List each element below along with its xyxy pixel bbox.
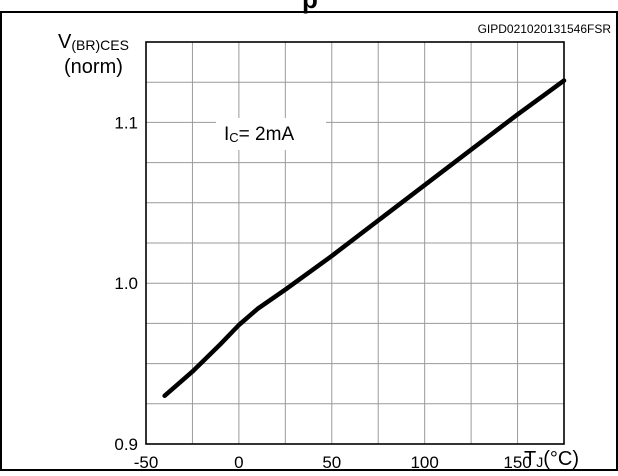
y-axis-label: V(BR)CES [58,31,129,53]
x-axis-label-unit: (°C) [543,448,579,470]
tick-labels: -50 0 50 100 150 0.9 1.0 1.1 [114,113,531,472]
series-line [162,78,567,399]
header-fragment: p [302,0,318,14]
series [162,78,567,399]
x-axis-label: TJ(°C) [524,448,579,470]
x-tick-label: -50 [134,453,159,471]
x-tick-label: 50 [322,453,341,471]
annotation-main: I [224,124,229,145]
x-axis-label-main: T [524,448,536,470]
plot-area [145,41,565,445]
x-tick-label: 0 [234,453,243,471]
figure-code: GIPD021020131546FSR [478,22,612,36]
annotation-label: IC= 2mA [224,124,294,145]
x-tick-label: 100 [410,453,438,471]
annotation-box [216,118,326,150]
figure-border [0,11,618,471]
annotation-sub: C [229,130,238,145]
y-axis-label-main: V [58,31,72,53]
y-tick-label: 1.1 [114,113,138,132]
grid [146,42,564,444]
y-axis-norm-label: (norm) [64,56,123,78]
y-axis-label-sub: (BR)CES [71,37,129,53]
y-tick-label: 1.0 [114,274,138,293]
x-tick-label: 150 [503,453,531,471]
x-axis-label-sub: J [536,454,543,470]
annotation-value: = 2mA [239,124,295,145]
y-tick-label: 0.9 [114,435,138,454]
